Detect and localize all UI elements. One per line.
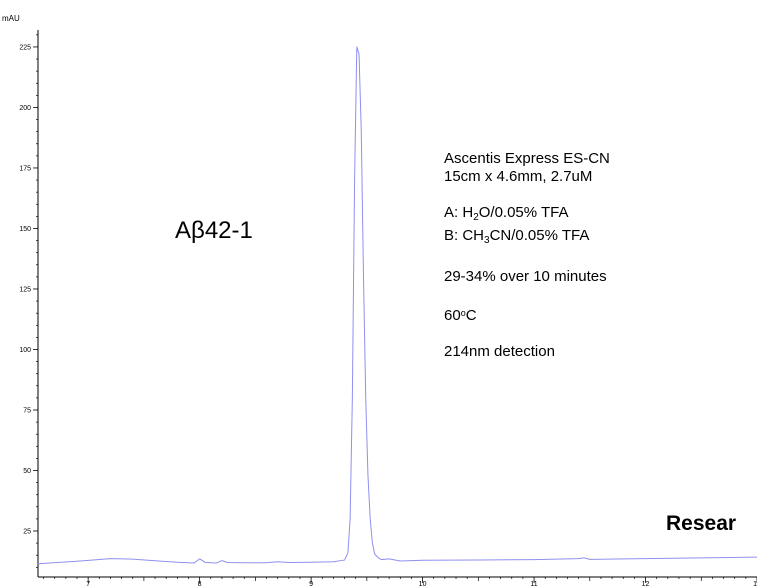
temperature-text: 60oC xyxy=(444,304,610,325)
x-tick-label: 10 xyxy=(419,581,427,587)
x-tick-label: 7 xyxy=(86,581,90,587)
mobile-phase-b-subscript: 3 xyxy=(484,235,490,246)
gradient-text: 29-34% over 10 minutes xyxy=(444,268,607,285)
y-tick-label: 225 xyxy=(19,44,31,51)
y-tick-label: 125 xyxy=(19,286,31,293)
mobile-phase-b-suffix: CN/0.05% TFA xyxy=(489,227,590,244)
degree-symbol: o xyxy=(460,308,466,318)
y-tick-label: 150 xyxy=(19,226,31,233)
x-tick-label: 8 xyxy=(198,581,202,587)
watermark-text: Resear xyxy=(666,512,737,535)
y-tick-label: 25 xyxy=(23,529,31,536)
y-unit-label: mAU xyxy=(2,14,20,23)
y-tick-label: 100 xyxy=(19,347,31,354)
y-tick-label: 175 xyxy=(19,165,31,172)
conditions-block: Ascentis Express ES-CN 15cm x 4.6mm, 2.7… xyxy=(444,150,610,361)
x-tick-label: 11 xyxy=(530,581,537,587)
mobile-phase-b: B: CH3CN/0.05% TFA xyxy=(444,227,610,250)
mobile-phase-a-prefix: A: H xyxy=(444,204,474,221)
y-tick-label: 50 xyxy=(23,468,31,475)
temperature-value: 60 xyxy=(444,307,461,324)
mobile-phase-b-prefix: B: CH xyxy=(444,227,485,244)
x-tick-label: 9 xyxy=(309,581,313,587)
temperature-unit: C xyxy=(465,307,477,324)
x-tick-label: 12 xyxy=(642,581,650,587)
mobile-phase-a: A: H2O/0.05% TFA xyxy=(444,204,610,227)
y-tick-label: 75 xyxy=(23,407,31,414)
column-name: Ascentis Express ES-CN xyxy=(444,150,610,167)
series-trace-0 xyxy=(37,46,757,565)
mobile-phase-a-suffix: O/0.05% TFA xyxy=(478,204,569,221)
sample-label: Aβ42-1 xyxy=(175,217,253,244)
x-tick-label: 13 xyxy=(753,581,757,587)
y-tick-label: 200 xyxy=(19,105,31,112)
mobile-phase-a-subscript: 2 xyxy=(473,212,479,223)
detection-text: 214nm detection xyxy=(444,343,555,360)
column-dimensions: 15cm x 4.6mm, 2.7uM xyxy=(444,168,593,185)
